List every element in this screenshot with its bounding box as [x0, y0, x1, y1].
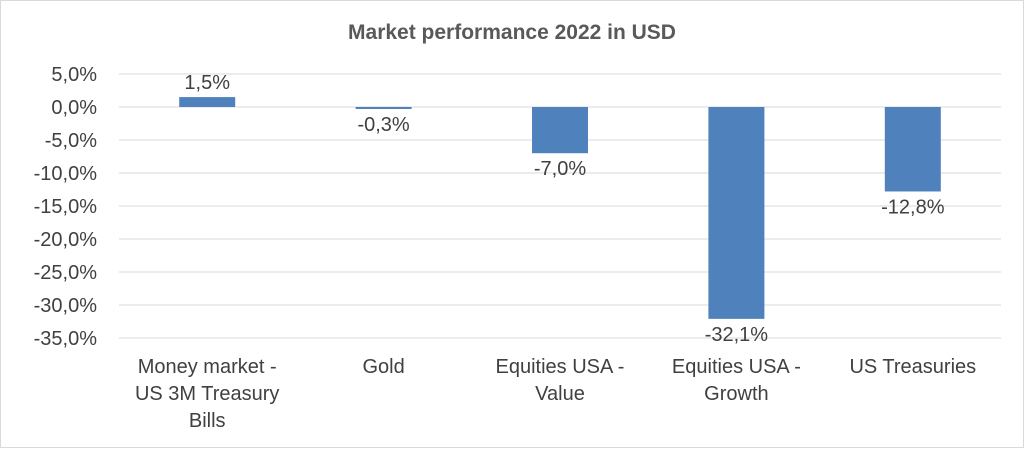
y-axis-ticks: 5,0% 0,0% -5,0% -10,0% -15,0% -20,0% -25,0% -30… [34, 64, 98, 350]
bar [532, 107, 588, 154]
y-tick-label: -10,0% [34, 163, 98, 185]
y-tick-label: 0,0% [51, 97, 97, 119]
category-label-line: Growth [704, 383, 768, 405]
category-label-line: Equities USA - [672, 356, 801, 378]
category-label-line: US 3M Treasury [135, 383, 279, 405]
y-tick-label: 5,0% [51, 64, 97, 86]
data-label: -32,1% [705, 324, 769, 346]
x-axis-categories: Money market - US 3M Treasury Bills Gold Equ… [135, 356, 976, 432]
bar [179, 97, 236, 107]
y-tick-label: -15,0% [34, 196, 98, 218]
data-label: 1,5% [184, 72, 230, 94]
data-label: -0,3% [357, 114, 409, 136]
y-tick-label: -25,0% [34, 262, 98, 284]
category-label-line: Value [535, 383, 585, 405]
chart-title: Market performance 2022 in USD [348, 21, 676, 44]
bar [884, 107, 941, 192]
category-label-line: Gold [362, 356, 404, 378]
bar [708, 107, 765, 319]
category-label: Equities USA - Growth [672, 356, 801, 405]
category-label-line: Equities USA - [496, 356, 625, 378]
category-label: US Treasuries [849, 356, 976, 378]
data-label: -12,8% [881, 196, 945, 218]
bar [355, 107, 412, 109]
category-label-line: US Treasuries [849, 356, 976, 378]
y-tick-label: -30,0% [34, 295, 98, 317]
category-label-line: Bills [189, 410, 226, 432]
y-tick-label: -35,0% [34, 328, 98, 350]
y-tick-label: -5,0% [45, 130, 97, 152]
gridlines [119, 73, 1001, 339]
category-label: Equities USA - Value [496, 356, 625, 405]
data-label: -7,0% [534, 158, 586, 180]
data-labels: 1,5% -0,3% -7,0% -32,1% -12,8% [184, 72, 944, 346]
category-label: Gold [362, 356, 404, 378]
y-tick-label: -20,0% [34, 229, 98, 251]
category-label-line: Money market - [138, 356, 277, 378]
bars [179, 97, 941, 319]
category-label: Money market - US 3M Treasury Bills [135, 356, 279, 432]
